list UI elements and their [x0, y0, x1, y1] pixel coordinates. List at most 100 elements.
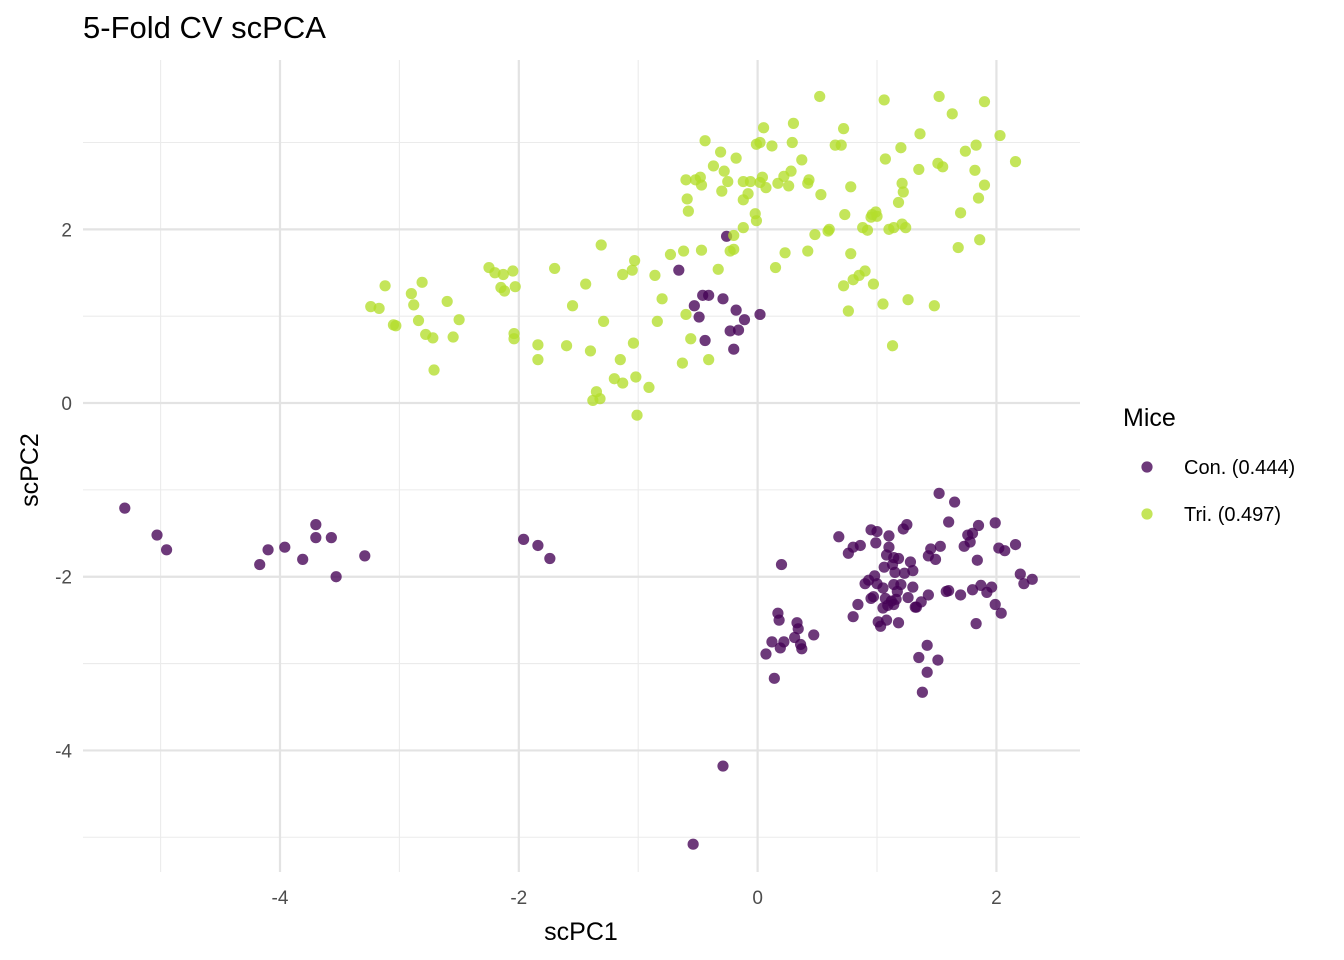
data-point [837, 280, 850, 292]
data-point [724, 325, 736, 337]
data-point [695, 179, 708, 191]
data-point [1026, 573, 1038, 585]
data-point [447, 331, 459, 343]
data-point [972, 519, 985, 532]
data-point [766, 636, 778, 648]
data-point [902, 591, 914, 604]
data-point [966, 527, 979, 539]
data-point [896, 177, 908, 189]
data-point [970, 618, 982, 630]
data-point [796, 154, 808, 166]
data-point [861, 224, 874, 236]
data-point [651, 315, 663, 328]
data-point [954, 207, 967, 219]
x-tick-label: 2 [991, 888, 1002, 909]
y-tick-label: 2 [61, 220, 72, 241]
data-point [695, 244, 708, 256]
data-point [544, 552, 556, 565]
data-point [707, 160, 720, 172]
data-point [728, 229, 740, 242]
data-point [768, 672, 780, 684]
data-point [453, 314, 465, 326]
data-point [916, 686, 928, 698]
data-point [943, 516, 955, 528]
data-point [842, 305, 854, 317]
data-point [262, 544, 274, 556]
data-point [878, 94, 890, 106]
data-point [892, 617, 905, 629]
data-point [379, 280, 391, 292]
data-point [703, 354, 715, 366]
data-point [664, 248, 677, 261]
y-tick-label: 0 [61, 394, 72, 415]
data-point [416, 276, 428, 288]
data-point [390, 320, 402, 332]
data-point [883, 541, 895, 553]
data-point [1009, 538, 1022, 551]
data-point [365, 301, 377, 313]
data-point [649, 269, 661, 281]
data-point [580, 278, 592, 290]
data-point [373, 302, 385, 314]
data-point [934, 540, 946, 552]
data-point [895, 578, 907, 591]
data-point [310, 532, 322, 544]
data-point [954, 589, 967, 601]
data-point [889, 566, 901, 578]
data-point [972, 192, 985, 204]
data-point [597, 315, 610, 328]
data-point [901, 519, 913, 531]
legend-key-1 [1141, 461, 1153, 473]
legend-key-2 [1141, 508, 1153, 520]
data-point [754, 136, 766, 149]
y-axis-title: scPC2 [16, 433, 44, 507]
data-point [773, 614, 785, 626]
data-point [498, 285, 511, 297]
data-point [680, 308, 692, 321]
data-point [754, 308, 766, 321]
data-point [688, 300, 700, 312]
data-point [870, 537, 882, 549]
data-point [978, 96, 991, 108]
data-point [904, 556, 917, 568]
data-point [532, 354, 544, 366]
data-point [279, 541, 291, 553]
data-point [845, 248, 857, 260]
data-point [915, 596, 927, 608]
data-point [703, 289, 715, 301]
data-point [892, 196, 905, 209]
data-point [549, 262, 561, 275]
data-point [489, 267, 501, 279]
data-point [507, 265, 519, 277]
data-point [722, 175, 734, 188]
data-point [631, 409, 643, 421]
data-point [922, 589, 934, 601]
data-point [913, 163, 925, 176]
data-point [744, 175, 757, 188]
data-point [839, 208, 851, 221]
data-point [974, 234, 986, 246]
data-point [766, 140, 778, 152]
data-point [867, 278, 880, 290]
data-point [932, 654, 944, 666]
data-point [946, 108, 958, 120]
data-point [859, 265, 871, 277]
data-point [921, 639, 933, 651]
x-tick-label: 0 [752, 888, 763, 909]
data-point [441, 295, 453, 308]
data-point [643, 381, 655, 394]
data-point [119, 502, 131, 514]
data-point [297, 553, 309, 565]
data-point [921, 666, 933, 678]
data-point [254, 558, 266, 571]
data-point [630, 371, 642, 383]
data-point [907, 581, 919, 593]
data-point [617, 268, 629, 281]
data-point [877, 582, 889, 594]
data-point [779, 247, 791, 259]
data-point [742, 188, 754, 200]
data-point [814, 90, 826, 103]
data-point [738, 314, 751, 326]
